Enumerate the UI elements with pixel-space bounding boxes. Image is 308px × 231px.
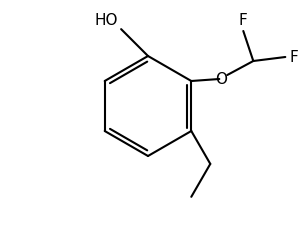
- Text: HO: HO: [95, 13, 118, 28]
- Text: F: F: [289, 50, 298, 65]
- Text: O: O: [215, 72, 227, 87]
- Text: F: F: [239, 13, 248, 28]
